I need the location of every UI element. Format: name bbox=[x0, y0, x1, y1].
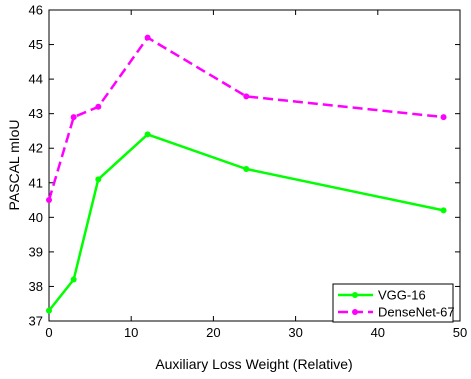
series-line-densenet-67 bbox=[47, 36, 444, 201]
x-tick-label: 50 bbox=[453, 325, 467, 340]
y-axis: 37 38 39 40 41 42 43 44 45 46 bbox=[29, 3, 460, 329]
data-point-densenet-67 bbox=[70, 114, 77, 121]
y-tick-label: 41 bbox=[29, 175, 43, 190]
legend-label-densenet-67: DenseNet-67 bbox=[378, 305, 455, 320]
x-tick-label: 40 bbox=[371, 325, 385, 340]
data-point-densenet-67 bbox=[144, 34, 151, 41]
legend-label-vgg-16: VGG-16 bbox=[378, 288, 426, 303]
data-point-densenet-67 bbox=[46, 197, 52, 204]
data-point-vgg-16 bbox=[243, 165, 250, 172]
legend-marker-densenet-67 bbox=[352, 309, 358, 315]
data-point-vgg-16 bbox=[46, 307, 52, 314]
x-tick-label: 10 bbox=[124, 325, 138, 340]
data-point-vgg-16 bbox=[70, 276, 77, 283]
y-tick-label: 45 bbox=[29, 37, 43, 52]
y-tick-label: 40 bbox=[29, 210, 43, 225]
data-point-densenet-67 bbox=[243, 93, 250, 100]
y-tick-label: 46 bbox=[29, 3, 43, 18]
data-point-vgg-16 bbox=[95, 176, 102, 183]
data-point-vgg-16 bbox=[144, 131, 151, 138]
series-line-vgg-16 bbox=[48, 133, 444, 312]
y-tick-label: 39 bbox=[29, 244, 43, 259]
data-point-densenet-67 bbox=[95, 103, 102, 110]
y-tick-label: 38 bbox=[29, 279, 43, 294]
data-point-densenet-67 bbox=[440, 114, 447, 121]
y-axis-title: PASCAL mIoU bbox=[6, 119, 22, 210]
y-tick-label: 37 bbox=[29, 314, 43, 329]
x-tick-label: 30 bbox=[288, 325, 302, 340]
x-axis: 0 10 20 30 40 50 bbox=[45, 10, 467, 340]
plot-area bbox=[48, 9, 461, 322]
y-tick-label: 43 bbox=[29, 106, 43, 121]
y-tick-label: 42 bbox=[29, 141, 43, 156]
y-tick-label: 44 bbox=[29, 72, 43, 87]
legend-marker-vgg-16 bbox=[352, 292, 358, 298]
series-layer bbox=[46, 34, 447, 314]
x-tick-label: 0 bbox=[45, 325, 52, 340]
x-axis-title: Auxiliary Loss Weight (Relative) bbox=[155, 356, 352, 372]
legend-box bbox=[332, 283, 454, 323]
legend: VGG-16 DenseNet-67 bbox=[332, 283, 455, 323]
data-point-vgg-16 bbox=[440, 207, 447, 214]
x-tick-label: 20 bbox=[206, 325, 220, 340]
